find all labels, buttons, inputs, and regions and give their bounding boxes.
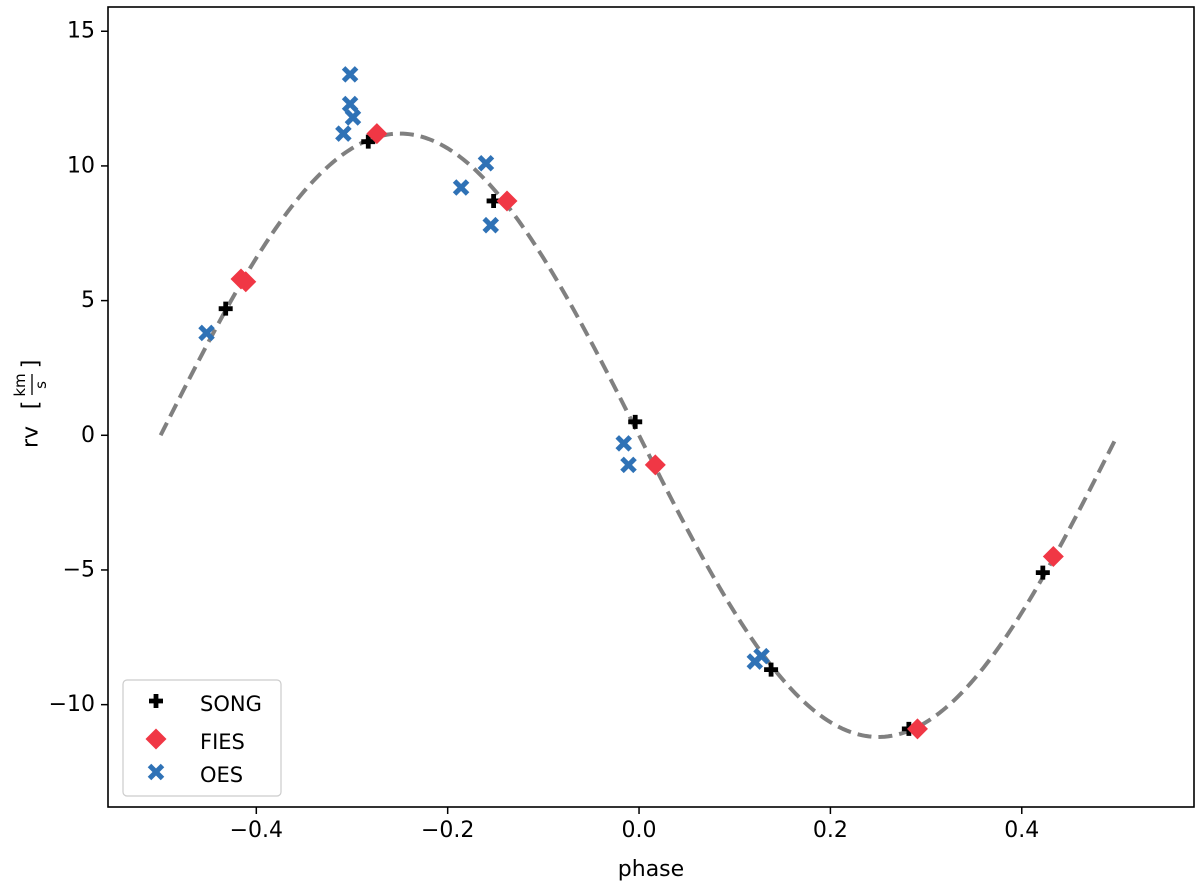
data-point-song bbox=[1035, 565, 1050, 580]
legend-label-fies: FIES bbox=[200, 730, 245, 754]
data-point-song bbox=[764, 662, 779, 677]
legend-marker-fies bbox=[145, 728, 167, 750]
data-point-fies bbox=[644, 454, 666, 476]
data-point-fies bbox=[366, 123, 388, 145]
x-tick-label: 0.4 bbox=[1004, 818, 1039, 843]
legend: SONG FIES OES bbox=[122, 679, 282, 797]
y-tick-label: 10 bbox=[67, 153, 95, 178]
plot-frame bbox=[107, 6, 1195, 808]
data-point-oes bbox=[477, 154, 495, 172]
model-curve-layer bbox=[158, 131, 1120, 739]
y-tick-label: −5 bbox=[63, 557, 95, 582]
y-axis-unit-numerator: km bbox=[11, 373, 29, 396]
y-axis-unit-close-bracket: ] bbox=[19, 360, 44, 369]
x-tick-label: 0.0 bbox=[622, 818, 657, 843]
y-axis-unit-denominator: s bbox=[32, 381, 50, 389]
x-axis-ticks: −0.4 −0.2 0.0 0.2 0.4 bbox=[230, 807, 1039, 843]
data-point-fies bbox=[496, 190, 518, 212]
data-point-song bbox=[486, 193, 501, 208]
y-axis-ticks: −10 −5 0 5 10 15 bbox=[49, 19, 108, 717]
y-axis-unit-open-bracket: [ bbox=[19, 401, 44, 410]
legend-marker-oes bbox=[147, 763, 165, 781]
x-axis-label: phase bbox=[618, 857, 684, 882]
model-curve-line bbox=[158, 131, 1120, 739]
data-point-song bbox=[628, 414, 643, 429]
y-axis-label-text: rv bbox=[19, 426, 44, 448]
legend-label-song: SONG bbox=[200, 692, 262, 716]
data-points-layer bbox=[198, 66, 1064, 740]
legend-marker-song bbox=[149, 694, 163, 708]
y-tick-label: 15 bbox=[67, 19, 95, 44]
legend-markers bbox=[145, 694, 167, 781]
data-point-oes bbox=[198, 324, 215, 342]
y-tick-label: −10 bbox=[49, 692, 95, 717]
data-point-oes bbox=[341, 95, 359, 113]
y-tick-label: 0 bbox=[81, 423, 95, 448]
y-tick-label: 5 bbox=[81, 288, 95, 313]
data-point-oes bbox=[452, 179, 470, 196]
data-point-oes bbox=[615, 435, 632, 452]
legend-label-oes: OES bbox=[200, 763, 243, 787]
data-point-oes bbox=[620, 456, 637, 474]
data-point-oes bbox=[482, 216, 499, 234]
data-point-oes bbox=[753, 647, 770, 665]
x-tick-label: −0.4 bbox=[230, 818, 283, 843]
data-point-oes bbox=[344, 109, 362, 126]
x-tick-label: −0.2 bbox=[421, 818, 474, 843]
data-point-oes bbox=[335, 125, 352, 142]
data-point-song bbox=[361, 134, 376, 149]
data-point-oes bbox=[341, 66, 359, 83]
x-tick-label: 0.2 bbox=[813, 818, 848, 843]
data-point-fies bbox=[906, 718, 928, 740]
y-axis-label: rv [ km s ] bbox=[11, 360, 50, 448]
data-point-song bbox=[218, 301, 233, 316]
data-point-fies bbox=[1042, 545, 1064, 567]
data-point-fies bbox=[235, 271, 257, 293]
